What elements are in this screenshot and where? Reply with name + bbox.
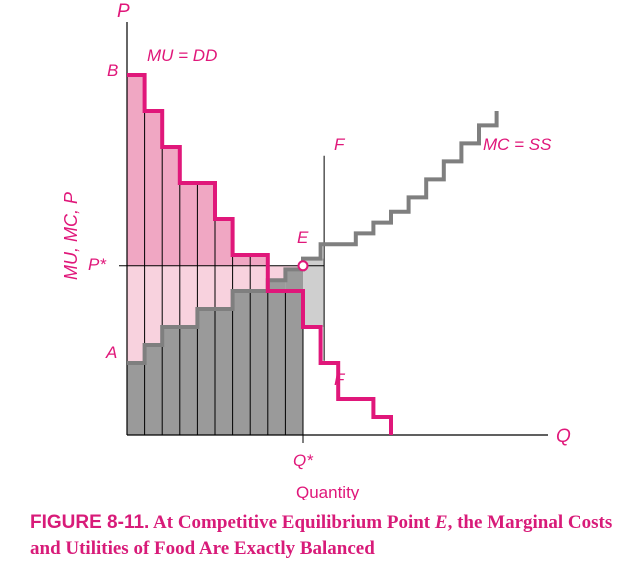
- guide-layer: [119, 155, 325, 443]
- producer-surplus-column: [179, 265, 198, 327]
- producer-surplus-column: [267, 265, 286, 281]
- q-star-label: Q*: [293, 451, 314, 470]
- cost-column: [215, 309, 233, 435]
- consumer-surplus-column: [144, 111, 163, 266]
- caption-emphasis: E: [434, 512, 448, 533]
- caption-text-after: , the Marginal Costs and Utilities of Fo…: [30, 512, 613, 559]
- consumer-surplus-column: [232, 255, 251, 266]
- fill-layer: [127, 75, 325, 435]
- excess-cost-region: [303, 258, 325, 327]
- cost-column: [127, 363, 145, 435]
- demand-curve: [127, 73, 393, 435]
- p-star-label: P*: [88, 255, 107, 274]
- f-top-label: F: [334, 135, 346, 154]
- producer-surplus-column: [144, 265, 163, 345]
- equilibrium-point: [297, 260, 309, 272]
- curve-layer: [127, 73, 499, 435]
- cost-column: [179, 327, 198, 435]
- caption-label: FIGURE 8-11.: [30, 512, 150, 533]
- cost-column: [232, 291, 251, 435]
- consumer-surplus-column: [215, 219, 233, 266]
- cost-column: [285, 269, 303, 435]
- point-b-label: B: [107, 61, 118, 80]
- producer-surplus-column: [162, 265, 180, 327]
- consumer-surplus-column: [162, 147, 180, 266]
- supply-curve: [127, 111, 499, 365]
- equilibrium-diagram: P Q MU, MC, P Quantity B A E F F P* Q* M…: [61, 1, 571, 500]
- x-axis-letter: Q: [556, 426, 571, 447]
- point-e-label: E: [297, 228, 309, 247]
- supply-curve-label: MC = SS: [483, 135, 552, 154]
- cost-column: [162, 327, 180, 435]
- producer-surplus-column: [215, 265, 233, 309]
- f-bottom-label: F: [334, 370, 346, 389]
- producer-surplus-column: [127, 265, 145, 363]
- cost-column: [267, 280, 286, 435]
- y-axis-label: MU, MC, P: [61, 192, 81, 280]
- consumer-surplus-column: [250, 255, 268, 266]
- x-axis-title: Quantity: [296, 483, 360, 500]
- producer-surplus-column: [232, 265, 251, 291]
- demand-curve-label: MU = DD: [147, 46, 217, 65]
- cost-column: [144, 345, 163, 435]
- producer-surplus-column: [197, 265, 215, 309]
- consumer-surplus-column: [127, 75, 145, 266]
- producer-surplus-column: [250, 265, 268, 291]
- consumer-surplus-column: [197, 183, 215, 266]
- point-a-label: A: [105, 343, 117, 362]
- cost-column: [250, 291, 268, 435]
- cost-column: [197, 309, 215, 435]
- caption-text-before: At Competitive Equilibrium Point: [149, 512, 435, 533]
- figure-caption: FIGURE 8-11. At Competitive Equilibrium …: [30, 510, 630, 562]
- consumer-surplus-column: [179, 183, 198, 266]
- y-axis-letter: P: [117, 1, 130, 22]
